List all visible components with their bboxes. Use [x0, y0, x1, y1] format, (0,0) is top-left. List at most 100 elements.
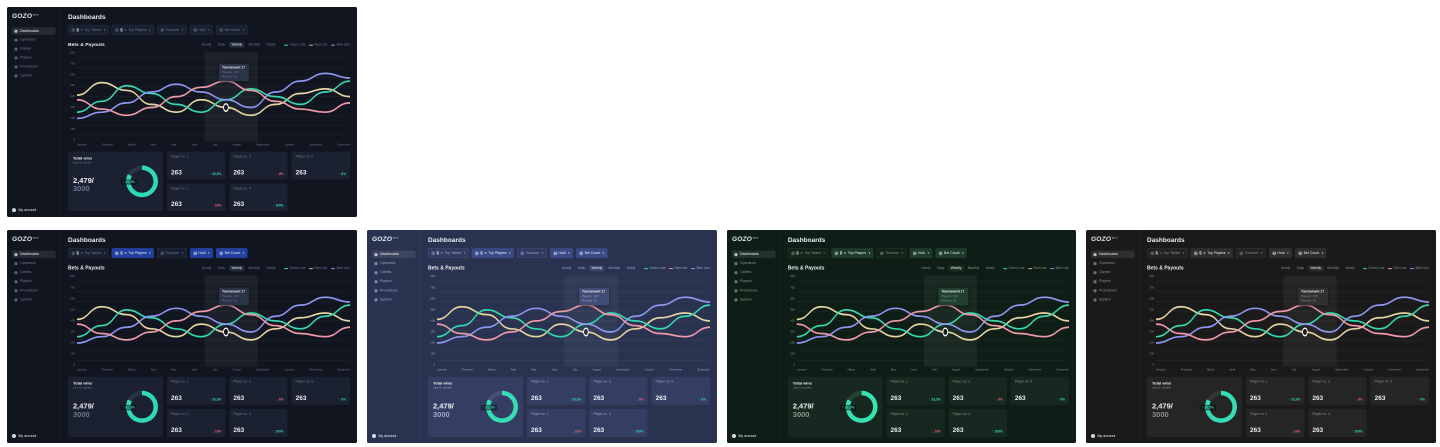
filter-bet-count[interactable]: Bet Count ▾: [935, 248, 968, 259]
tab-monthly[interactable]: Monthly: [248, 266, 260, 271]
tab-hourly[interactable]: Hourly: [561, 266, 572, 271]
line-chart[interactable]: [77, 275, 350, 367]
filter-turnover[interactable]: Turnover ▾: [157, 248, 187, 259]
sidebar-item-games[interactable]: Games: [732, 269, 775, 277]
tab-monthly[interactable]: Monthly: [1327, 266, 1339, 271]
legend-red-line[interactable]: Red Line: [1028, 267, 1047, 270]
tab-yearly[interactable]: Yearly: [266, 43, 276, 47]
legend-green-line[interactable]: Green Line: [643, 267, 665, 270]
sidebar-item-games[interactable]: Games: [372, 269, 416, 277]
legend-green-line[interactable]: Green Line: [283, 43, 305, 47]
filter-top-players[interactable]: 5 ⇅ Top Players ▾: [831, 248, 874, 259]
tab-hourly[interactable]: Hourly: [1280, 266, 1291, 271]
sidebar-item-promotions[interactable]: Promotions: [12, 287, 56, 295]
filter-turnover[interactable]: Turnover ▾: [517, 248, 547, 259]
tab-daily[interactable]: Daily: [217, 266, 225, 271]
filter-top-players[interactable]: 5 ⇅ Top Players ▾: [111, 248, 155, 259]
sidebar-account[interactable]: My account: [1091, 433, 1115, 438]
filter-hold[interactable]: Hold ▾: [189, 24, 214, 35]
sidebar-item-promotions[interactable]: Promotions: [372, 287, 416, 295]
sidebar-item-games[interactable]: Games: [1091, 269, 1135, 277]
sidebar-item-games[interactable]: Games: [12, 269, 56, 277]
filter-hold[interactable]: Hold ▾: [909, 248, 933, 259]
legend-blue-line[interactable]: Blue Line: [330, 267, 350, 270]
legend-green-line[interactable]: Green Line: [1003, 267, 1025, 270]
tab-monthly[interactable]: Monthly: [608, 266, 620, 271]
sidebar-item-dashboards[interactable]: Dashboards: [1091, 250, 1135, 259]
sidebar-item-players[interactable]: Players: [1091, 278, 1135, 286]
sidebar-item-dashboards[interactable]: Dashboards: [12, 27, 56, 35]
tab-hourly[interactable]: Hourly: [921, 266, 931, 271]
legend-green-line[interactable]: Green Line: [283, 267, 305, 270]
sidebar-item-operators[interactable]: Operators: [12, 36, 56, 43]
line-chart[interactable]: [437, 275, 710, 367]
sidebar-item-promotions[interactable]: Promotions: [12, 63, 56, 70]
filter-hold[interactable]: Hold ▾: [549, 248, 574, 259]
sidebar-item-players[interactable]: Players: [12, 54, 56, 61]
legend-red-line[interactable]: Red Line: [308, 43, 327, 47]
tab-yearly[interactable]: Yearly: [985, 266, 995, 271]
sidebar-item-operators[interactable]: Operators: [12, 260, 56, 268]
filter-bet-count[interactable]: Bet Count ▾: [216, 248, 248, 259]
tab-weekly[interactable]: Weekly: [588, 265, 605, 272]
filter-top-players[interactable]: 5 ⇅ Top Players ▾: [471, 248, 515, 259]
tab-weekly[interactable]: Weekly: [228, 42, 245, 48]
legend-blue-line[interactable]: Blue Line: [690, 267, 710, 270]
filter-top-players[interactable]: 5 ⇅ Top Players ▾: [1190, 248, 1234, 259]
sidebar-item-promotions[interactable]: Promotions: [1091, 287, 1135, 295]
filter-turnover[interactable]: Turnover ▾: [157, 24, 187, 35]
tab-daily[interactable]: Daily: [937, 266, 945, 271]
tab-yearly[interactable]: Yearly: [1345, 266, 1355, 271]
sidebar-account[interactable]: My account: [12, 433, 36, 438]
filter-top-tables[interactable]: 5 ⇅ Top Tables ▾: [787, 248, 829, 259]
tab-hourly[interactable]: Hourly: [201, 43, 212, 47]
sidebar-item-system[interactable]: System: [12, 296, 56, 304]
sidebar-item-players[interactable]: Players: [12, 278, 56, 286]
sidebar-item-players[interactable]: Players: [372, 278, 416, 286]
legend-red-line[interactable]: Red Line: [1387, 267, 1406, 270]
tab-weekly[interactable]: Weekly: [228, 265, 245, 272]
legend-blue-line[interactable]: Blue Line: [1409, 267, 1429, 270]
legend-red-line[interactable]: Red Line: [308, 267, 327, 270]
sidebar-item-dashboards[interactable]: Dashboards: [731, 250, 776, 259]
filter-turnover[interactable]: Turnover ▾: [876, 248, 907, 259]
sidebar-account[interactable]: My account: [731, 433, 756, 438]
legend-blue-line[interactable]: Blue Line: [1050, 267, 1069, 270]
sidebar-item-system[interactable]: System: [372, 296, 416, 304]
sidebar-item-dashboards[interactable]: Dashboards: [12, 250, 56, 259]
filter-top-tables[interactable]: 5 ⇅ Top Tables ▾: [68, 24, 109, 35]
sidebar-account[interactable]: My account: [12, 208, 36, 213]
sidebar-item-promotions[interactable]: Promotions: [732, 287, 775, 295]
sidebar-item-operators[interactable]: Operators: [372, 260, 416, 268]
filter-top-tables[interactable]: 5 ⇅ Top Tables ▾: [68, 248, 109, 259]
tab-yearly[interactable]: Yearly: [626, 266, 636, 271]
filter-bet-count[interactable]: Bet Count ▾: [216, 24, 248, 35]
tab-weekly[interactable]: Weekly: [948, 265, 964, 272]
sidebar-item-dashboards[interactable]: Dashboards: [372, 250, 416, 259]
sidebar-item-system[interactable]: System: [12, 72, 56, 79]
tab-daily[interactable]: Daily: [1296, 266, 1304, 271]
sidebar-item-players[interactable]: Players: [732, 278, 775, 286]
tab-monthly[interactable]: Monthly: [967, 266, 980, 271]
filter-hold[interactable]: Hold ▾: [1268, 248, 1293, 259]
line-chart[interactable]: [796, 275, 1070, 367]
legend-green-line[interactable]: Green Line: [1362, 267, 1384, 270]
filter-top-tables[interactable]: 5 ⇅ Top Tables ▾: [1147, 248, 1188, 259]
sidebar-item-games[interactable]: Games: [12, 45, 56, 52]
filter-turnover[interactable]: Turnover ▾: [1236, 248, 1266, 259]
filter-bet-count[interactable]: Bet Count ▾: [576, 248, 608, 259]
sidebar-item-system[interactable]: System: [1091, 296, 1135, 304]
tab-weekly[interactable]: Weekly: [1307, 265, 1324, 272]
sidebar-item-operators[interactable]: Operators: [1091, 260, 1135, 268]
sidebar-item-operators[interactable]: Operators: [732, 260, 775, 268]
sidebar-account[interactable]: My account: [372, 433, 396, 438]
filter-bet-count[interactable]: Bet Count ▾: [1295, 248, 1327, 259]
filter-top-players[interactable]: 5 ⇅ Top Players ▾: [111, 24, 155, 35]
legend-blue-line[interactable]: Blue Line: [330, 43, 350, 47]
tab-daily[interactable]: Daily: [577, 266, 585, 271]
filter-top-tables[interactable]: 5 ⇅ Top Tables ▾: [428, 248, 469, 259]
tab-hourly[interactable]: Hourly: [201, 266, 212, 271]
sidebar-item-system[interactable]: System: [732, 296, 775, 304]
legend-red-line[interactable]: Red Line: [668, 267, 687, 270]
tab-monthly[interactable]: Monthly: [248, 43, 260, 47]
